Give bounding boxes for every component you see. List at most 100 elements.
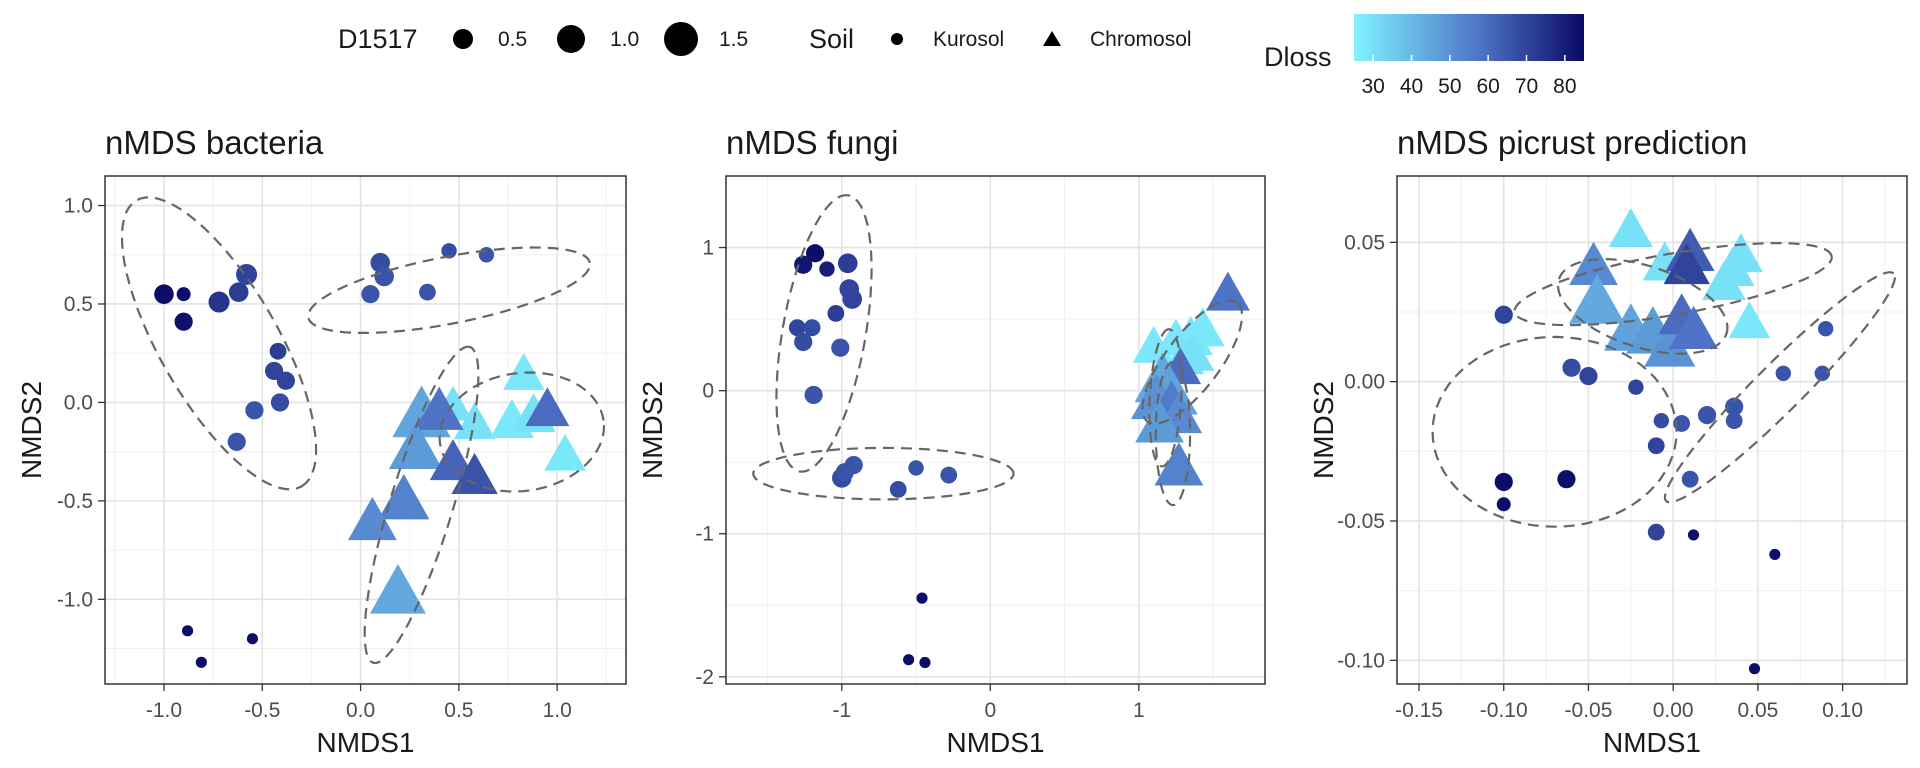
x-tick-label: -0.05: [1565, 699, 1613, 722]
chromosol-point: [544, 433, 586, 471]
kurosol-point: [419, 283, 436, 301]
x-tick-label: 0.00: [1653, 699, 1694, 722]
chromosol-point: [378, 474, 430, 520]
kurosol-point: [276, 371, 295, 390]
chromosol-point: [502, 353, 545, 390]
kurosol-point: [1725, 397, 1744, 416]
y-axis-label: NMDS2: [1308, 381, 1339, 479]
size-legend-label-3: 1.5: [719, 28, 748, 51]
kurosol-point: [1557, 470, 1576, 489]
x-tick-label: 1.0: [543, 699, 572, 722]
kurosol-point: [903, 654, 915, 666]
colorbar-tick-label: 40: [1400, 75, 1423, 98]
x-axis-label: NMDS1: [1603, 727, 1701, 758]
chromosol-point: [525, 387, 570, 427]
chromosol-legend-label: Chromosol: [1090, 28, 1192, 51]
colorbar-tick-label: 30: [1361, 75, 1384, 98]
chromosol-point: [1154, 442, 1204, 486]
x-tick-label: 1: [1133, 699, 1145, 722]
x-tick-label: -0.10: [1480, 699, 1528, 722]
kurosol-point: [1681, 470, 1699, 488]
confidence-ellipse: [363, 345, 480, 665]
chromosol-point: [1644, 321, 1696, 367]
chromosol-point: [388, 421, 443, 469]
y-tick-label: 0.05: [1344, 231, 1385, 254]
panel-title: nMDS picrust prediction: [1397, 124, 1747, 161]
y-tick-label: 0.00: [1344, 371, 1385, 394]
confidence-ellipse: [1141, 299, 1244, 425]
confidence-ellipse: [1663, 271, 1897, 504]
size-legend-title: D1517: [338, 24, 418, 54]
chromosol-point: [1669, 305, 1718, 350]
kurosol-point: [270, 393, 290, 412]
y-tick-label: -0.10: [1337, 649, 1385, 672]
colorbar-tick-label: 70: [1515, 75, 1538, 98]
kurosol-point: [1775, 365, 1792, 381]
kurosol-point: [827, 304, 845, 322]
kurosol-point: [1562, 358, 1581, 377]
dloss-colorbar: [1354, 14, 1584, 61]
size-legend-key-3: [664, 22, 698, 56]
chromosol-legend-key: [1043, 31, 1061, 46]
kurosol-point: [794, 255, 813, 274]
panel-title: nMDS bacteria: [105, 124, 324, 161]
picrust-panel: -0.15 -0.10 -0.05 0.00 0.05 0.10 -0.10 -0.05 0.0…: [1308, 124, 1908, 758]
confidence-ellipse: [1148, 328, 1183, 468]
kurosol-point: [228, 282, 249, 302]
chromosol-point: [1728, 301, 1771, 339]
kurosol-point: [208, 291, 230, 313]
kurosol-point: [227, 432, 246, 451]
x-tick-label: -1: [832, 699, 851, 722]
chromosol-point: [1608, 208, 1653, 248]
kurosol-point: [842, 289, 863, 309]
confidence-ellipse: [1431, 335, 1678, 528]
y-axis-label: NMDS2: [637, 381, 668, 479]
plot-background: [1397, 176, 1907, 684]
colorbar-tick-label: 80: [1553, 75, 1576, 98]
panel-title: nMDS fungi: [726, 124, 898, 161]
kurosol-point: [919, 656, 931, 669]
confidence-ellipse: [752, 446, 1015, 501]
fungi-panel: -1 0 1 -2 -1 0 1 nMDS fungi NMDS1 NMDS2: [637, 124, 1266, 758]
shape-legend: Soil Kurosol Chromosol: [809, 24, 1192, 54]
x-tick-label: -0.5: [244, 699, 280, 722]
y-tick-label: 1.0: [64, 195, 93, 218]
kurosol-point: [1748, 663, 1761, 675]
y-tick-label: 0.0: [64, 391, 93, 414]
kurosol-point: [245, 401, 264, 420]
size-legend-label-1: 0.5: [498, 28, 527, 51]
kurosol-point: [441, 243, 457, 259]
kurosol-point: [1494, 472, 1513, 492]
kurosol-point: [908, 460, 924, 476]
y-tick-label: 1: [702, 237, 714, 260]
confidence-ellipse: [775, 194, 873, 473]
size-legend-label-2: 1.0: [610, 28, 639, 51]
kurosol-point: [1653, 412, 1670, 429]
chromosol-point: [369, 564, 426, 614]
kurosol-point: [794, 332, 813, 352]
panel-border: [1396, 175, 1908, 685]
chromosol-point: [1205, 271, 1250, 311]
kurosol-point: [1697, 405, 1717, 425]
chromosol-point: [1663, 243, 1710, 285]
kurosol-point: [916, 592, 928, 604]
kurosol-point: [1687, 529, 1700, 541]
y-axis-label: NMDS2: [16, 381, 47, 479]
kurosol-point: [1496, 497, 1511, 512]
kurosol-point: [1814, 365, 1830, 381]
kurosol-point: [1579, 366, 1598, 386]
x-tick-label: -1.0: [146, 699, 182, 722]
x-axis-label: NMDS1: [946, 727, 1044, 758]
confidence-ellipse: [1513, 242, 1833, 327]
x-tick-label: -0.15: [1395, 699, 1443, 722]
kurosol-point: [478, 247, 495, 263]
x-tick-label: 0.10: [1822, 699, 1863, 722]
kurosol-point: [181, 625, 194, 637]
size-legend-key-2: [557, 25, 585, 53]
chromosol-point: [1568, 274, 1625, 324]
y-tick-label: -2: [695, 666, 714, 689]
x-tick-label: 0.0: [346, 699, 375, 722]
kurosol-point: [1494, 305, 1513, 324]
bacteria-panel: -1.0 -0.5 0.0 0.5 1.0 -1.0 -0.5 0.0 0.5 1.0 nMDS b…: [16, 124, 627, 758]
